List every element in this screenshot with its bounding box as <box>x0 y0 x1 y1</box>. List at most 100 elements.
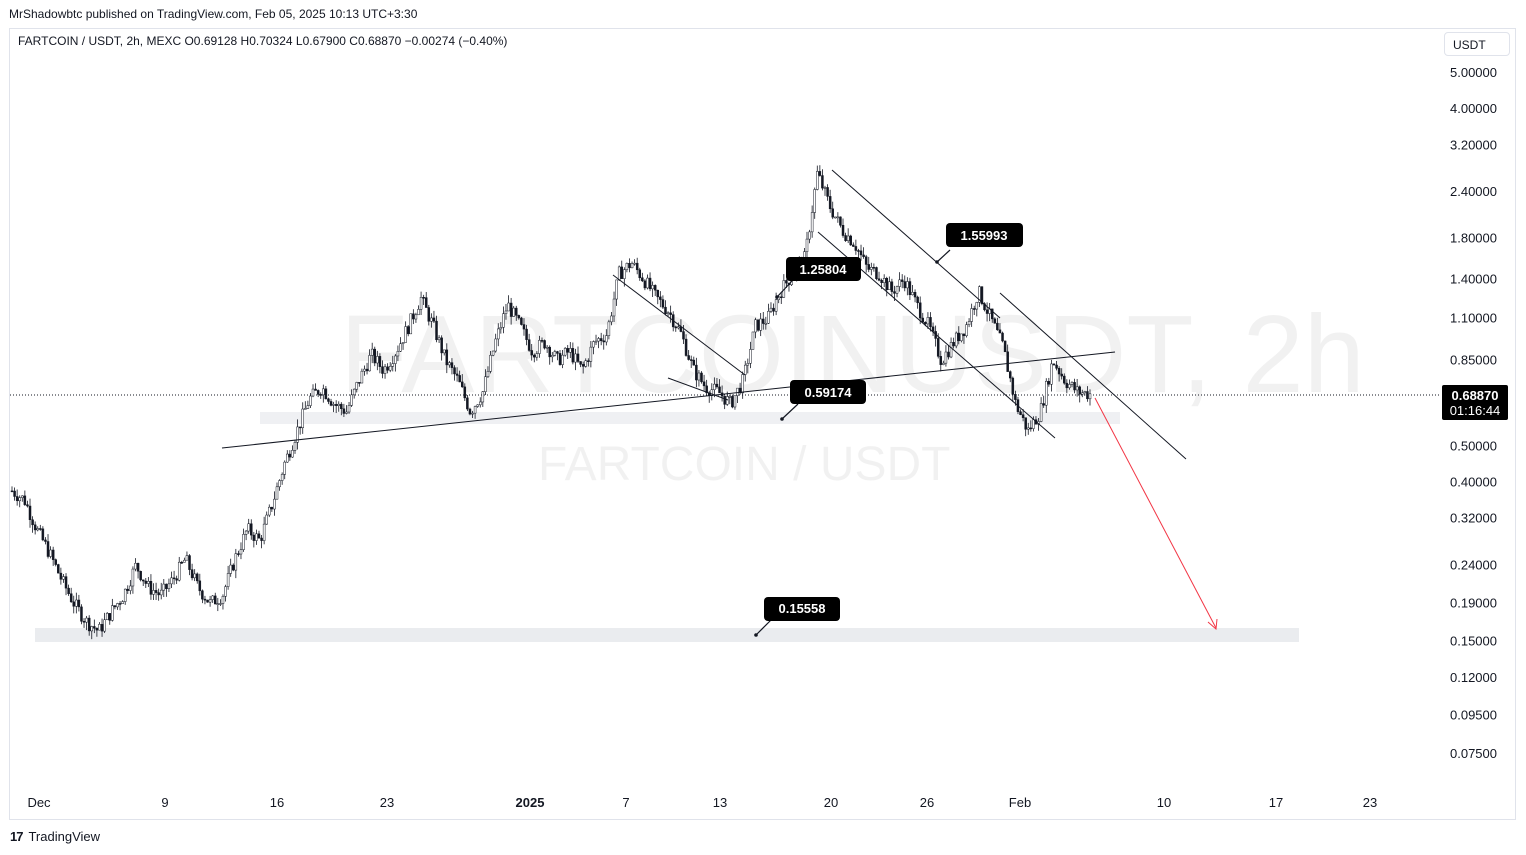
candle-body <box>990 308 994 320</box>
candle-body <box>978 286 981 303</box>
time-axis[interactable]: Dec 9 16 23 2025 7 13 20 26 Feb 10 17 23 <box>27 795 1377 810</box>
candle-body <box>1045 381 1048 406</box>
candle-body <box>87 617 91 632</box>
candle-body <box>383 366 387 374</box>
candle-body <box>311 388 315 397</box>
candle-body <box>772 307 775 312</box>
candle-body <box>515 307 518 316</box>
candle-body <box>569 348 572 353</box>
candle-body <box>898 279 901 287</box>
candle-body <box>841 225 845 236</box>
candle-body <box>620 266 624 279</box>
candle-body <box>1055 364 1058 369</box>
candle-body <box>689 359 693 361</box>
candle-body <box>1008 371 1012 379</box>
date-tick-label: 10 <box>1157 795 1171 810</box>
candle-body <box>337 403 340 406</box>
candle-body <box>386 366 389 371</box>
candle-body <box>242 534 245 550</box>
candle-body <box>751 331 755 350</box>
candle-body <box>46 541 50 557</box>
candle-body <box>906 281 909 289</box>
candle-body <box>21 495 24 498</box>
candle-body <box>41 528 45 541</box>
descending-resistance-line[interactable] <box>999 292 1187 460</box>
candle-body <box>340 403 343 410</box>
candle-body <box>983 303 986 311</box>
candle-body <box>702 381 706 387</box>
candle-body <box>185 555 189 561</box>
footer-brand[interactable]: 17 TradingView <box>10 829 100 844</box>
currency-selector[interactable]: USDT <box>1444 32 1510 56</box>
candle-body <box>785 280 788 284</box>
candle-body <box>1047 381 1051 385</box>
rising-trendline[interactable] <box>221 351 1116 449</box>
callout-1-55993[interactable]: 1.55993 <box>935 223 1023 264</box>
candle-body <box>998 329 1002 334</box>
candle-body <box>283 461 286 475</box>
candle-body <box>893 291 896 294</box>
candle-body <box>808 231 811 240</box>
wedge-upper-line[interactable] <box>612 274 746 376</box>
price-tick-label: 0.32000 <box>1450 511 1497 526</box>
candle-body <box>1078 386 1081 395</box>
candle-body <box>1050 363 1053 385</box>
candle-body <box>31 519 34 526</box>
date-tick-label: 16 <box>270 795 284 810</box>
candle-body <box>687 355 690 360</box>
candle-body <box>754 319 757 333</box>
candle-body <box>358 382 361 384</box>
candle-body <box>100 624 104 632</box>
candle-body <box>607 321 611 336</box>
candle-body <box>270 506 274 510</box>
candle-body <box>638 269 642 279</box>
candle-body <box>494 338 497 352</box>
candle-body <box>252 534 256 541</box>
candle-body <box>867 264 870 270</box>
candle-body <box>1003 340 1007 353</box>
candle-body <box>229 564 232 574</box>
wedge-lower-line[interactable] <box>667 377 729 401</box>
callout-0-15558[interactable]: 0.15558 <box>754 597 840 637</box>
candle-body <box>725 396 729 405</box>
candle-body <box>10 490 14 493</box>
symbol-ohlc-legend: FARTCOIN / USDT, 2h, MEXC O0.69128 H0.70… <box>18 34 508 48</box>
price-tick-label: 1.80000 <box>1450 231 1497 246</box>
candle-body <box>648 277 652 290</box>
date-tick-label: 20 <box>824 795 838 810</box>
candle-body <box>769 307 773 312</box>
candle-body <box>322 388 325 396</box>
candle-body <box>872 267 876 269</box>
candle-body <box>818 171 822 176</box>
candle-body <box>445 349 449 366</box>
candle-body <box>193 573 196 579</box>
candle-body <box>862 254 865 257</box>
candle-body <box>780 296 783 299</box>
candle-body <box>522 324 526 330</box>
price-axis[interactable]: 5.00000 4.00000 3.20000 2.40000 1.80000 1.400… <box>1450 65 1497 761</box>
candle-body <box>929 317 932 328</box>
candle-body <box>859 250 863 256</box>
callout-0-59174[interactable]: 0.59174 <box>780 380 866 421</box>
candle-body <box>599 338 603 342</box>
candle-body <box>1070 382 1074 385</box>
candle-body <box>463 386 467 399</box>
candle-body <box>329 401 333 406</box>
candle-body <box>304 408 307 410</box>
candle-body <box>553 351 557 356</box>
projection-arrow-line[interactable] <box>1094 397 1217 629</box>
callout-1-25804[interactable]: 1.25804 <box>775 257 861 299</box>
candle-body <box>957 332 961 342</box>
candle-body <box>296 426 299 443</box>
candle-body <box>533 354 536 358</box>
candle-body <box>728 396 732 398</box>
channel-upper-line[interactable] <box>831 169 1001 319</box>
candle-body <box>131 568 135 587</box>
candle-body <box>466 397 469 410</box>
candle-body <box>1042 403 1045 406</box>
candle-body <box>75 599 78 607</box>
candle-body <box>275 486 279 500</box>
candle-body <box>499 327 503 330</box>
candle-body <box>141 579 145 582</box>
candle-body <box>422 297 425 299</box>
